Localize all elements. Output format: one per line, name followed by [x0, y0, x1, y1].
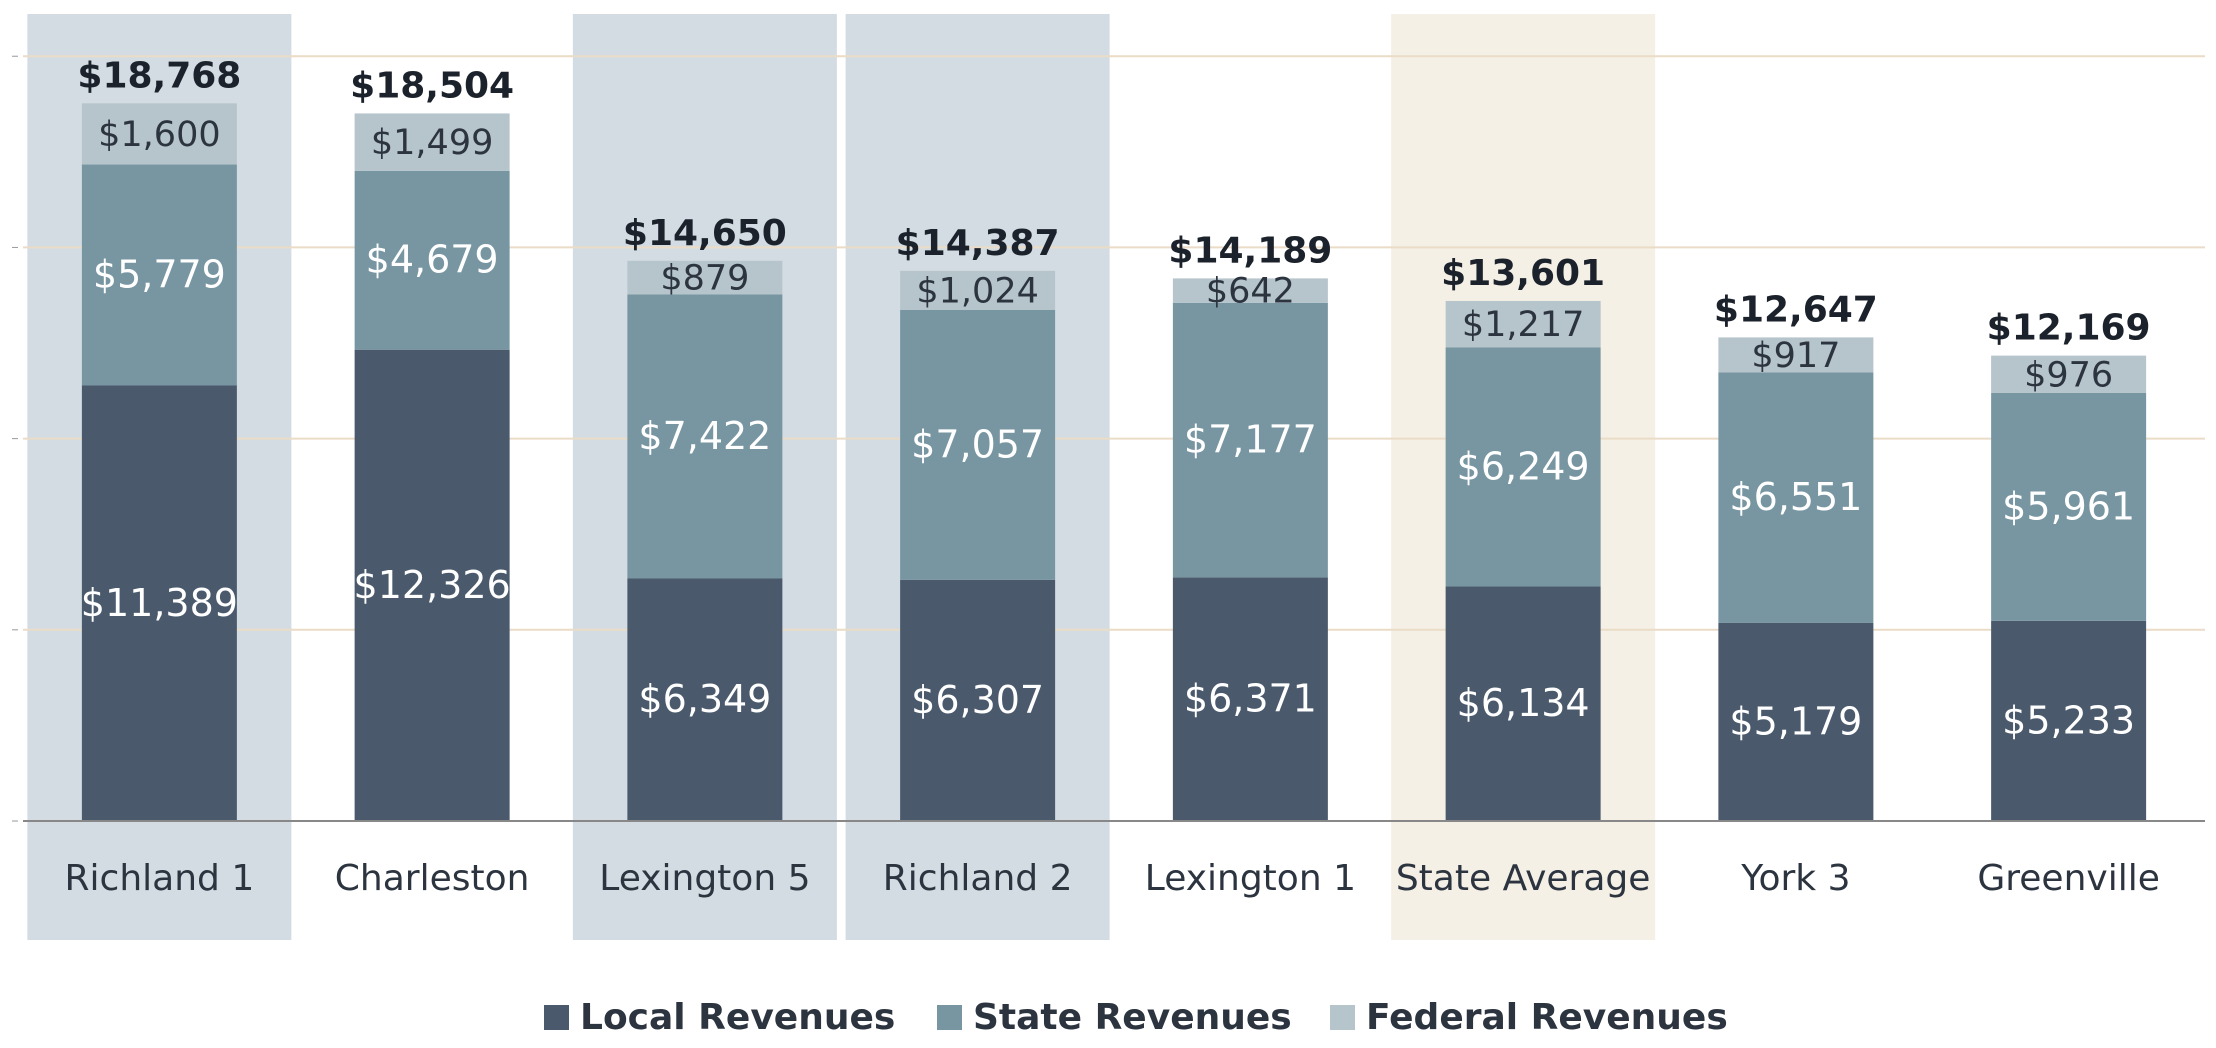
- bar-segment: [900, 270, 1056, 310]
- value-label: $6,371: [1184, 677, 1317, 721]
- x-tick-label: York 3: [1740, 858, 1850, 899]
- value-label: $5,233: [2002, 698, 2135, 742]
- bar-segment: [354, 113, 510, 171]
- bar-segment: [1445, 300, 1601, 348]
- value-label: $4,679: [366, 238, 499, 282]
- bar-segment: [1991, 355, 2147, 393]
- total-label: $14,189: [1168, 230, 1332, 271]
- bar-segment: [81, 164, 237, 386]
- value-label: $642: [1206, 272, 1295, 312]
- bar-segment: [627, 294, 783, 579]
- value-label: $12,326: [354, 563, 511, 607]
- value-label: $7,177: [1184, 418, 1317, 462]
- total-label: $14,387: [896, 223, 1060, 264]
- x-tick-label: Charleston: [335, 858, 530, 899]
- bar-segment: [1718, 622, 1874, 821]
- value-label: $1,600: [98, 115, 220, 155]
- x-tick-label: Richland 2: [883, 858, 1073, 899]
- value-label: $5,961: [2002, 484, 2135, 528]
- x-tick-label: State Average: [1396, 858, 1651, 899]
- bar-segment: [1718, 337, 1874, 373]
- bar-segment: [900, 309, 1056, 580]
- value-label: $917: [1751, 336, 1840, 376]
- value-label: $6,349: [638, 677, 771, 721]
- bar-segment: [81, 385, 237, 821]
- legend-swatch: [1330, 1005, 1355, 1030]
- x-tick-label: Lexington 5: [599, 858, 810, 899]
- value-label: $1,217: [1462, 305, 1584, 345]
- value-label: $11,389: [81, 581, 238, 625]
- bar-segment: [1718, 372, 1874, 623]
- bar-segment: [1991, 392, 2147, 621]
- value-label: $5,179: [1729, 699, 1862, 743]
- total-label: $18,768: [77, 55, 241, 96]
- total-label: $14,650: [623, 213, 787, 254]
- value-label: $1,499: [371, 123, 493, 163]
- total-label: $12,647: [1714, 289, 1878, 330]
- bar-segment: [1445, 347, 1601, 587]
- value-label: $7,057: [911, 422, 1044, 466]
- bar-segment: [354, 349, 510, 821]
- total-label: $13,601: [1441, 253, 1605, 294]
- value-label: $1,024: [916, 271, 1038, 311]
- legend-swatch: [937, 1005, 962, 1030]
- bar-segment: [627, 578, 783, 821]
- bar-segment: [1172, 577, 1328, 821]
- bar-segment: [1172, 302, 1328, 578]
- x-tick-label: Richland 1: [65, 858, 255, 899]
- legend-label: Federal Revenues: [1366, 997, 1728, 1038]
- total-label: $18,504: [350, 65, 514, 106]
- bar-segment: [354, 170, 510, 350]
- value-label: $6,134: [1457, 681, 1590, 725]
- total-label: $12,169: [1987, 308, 2151, 349]
- value-label: $5,779: [93, 253, 226, 297]
- value-label: $6,551: [1729, 475, 1862, 519]
- value-label: $6,307: [911, 678, 1044, 722]
- x-tick-label: Greenville: [1977, 858, 2159, 899]
- legend-label: Local Revenues: [580, 997, 895, 1038]
- value-label: $879: [660, 259, 749, 299]
- bar-segment: [1445, 586, 1601, 821]
- legend-label: State Revenues: [973, 997, 1292, 1038]
- value-label: $6,249: [1457, 444, 1590, 488]
- bar-segment: [81, 103, 237, 165]
- bar-segment: [627, 260, 783, 295]
- x-tick-label: Lexington 1: [1145, 858, 1356, 899]
- bar-segment: [1991, 620, 2147, 821]
- legend-swatch: [544, 1005, 569, 1030]
- bar-segment: [900, 579, 1056, 821]
- value-label: $7,422: [638, 414, 771, 458]
- bar-segment: [1172, 278, 1328, 303]
- value-label: $976: [2024, 355, 2113, 395]
